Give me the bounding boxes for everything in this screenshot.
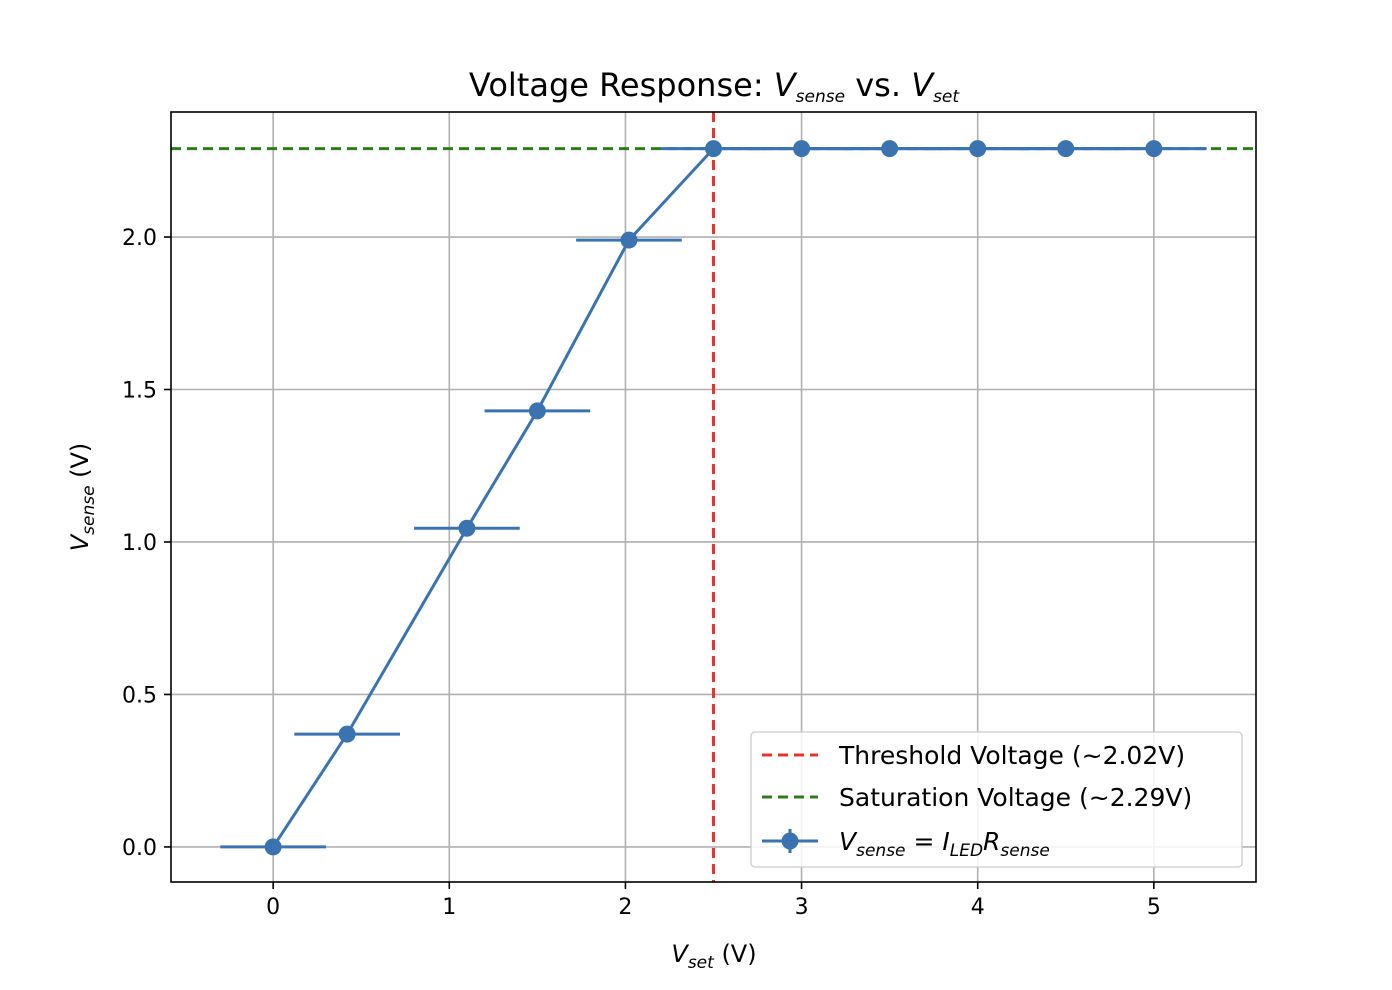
chart-title: Voltage Response: Vsense vs. Vset	[469, 66, 960, 107]
x-tick-label: 3	[795, 895, 809, 920]
x-tick-label: 1	[442, 895, 456, 920]
data-point	[705, 140, 722, 158]
legend-label-series: Vsense = ILEDRsense	[839, 827, 1050, 861]
y-tick-label: 0.0	[122, 836, 157, 861]
x-axis-ticks: 0 1 2 3 4 5	[266, 882, 1161, 920]
legend-swatch-series	[762, 829, 818, 853]
legend-label-saturation: Saturation Voltage (~2.29V)	[839, 783, 1192, 812]
data-point	[1145, 140, 1163, 158]
data-point	[881, 140, 899, 158]
x-tick-label: 5	[1147, 895, 1161, 920]
series	[220, 140, 1207, 856]
legend: Threshold Voltage (~2.02V) Saturation Vo…	[750, 731, 1243, 868]
data-point	[620, 231, 638, 249]
y-tick-label: 2.0	[122, 226, 157, 251]
y-tick-label: 1.5	[122, 379, 157, 404]
data-point	[458, 519, 476, 537]
y-tick-label: 1.0	[122, 531, 157, 556]
legend-box	[750, 731, 1243, 868]
data-point	[264, 838, 282, 856]
x-tick-label: 0	[266, 895, 280, 920]
x-tick-label: 4	[971, 895, 985, 920]
x-tick-label: 2	[618, 895, 632, 920]
x-axis-label: Vset (V)	[671, 940, 756, 973]
data-point	[969, 140, 987, 158]
data-point	[338, 725, 356, 743]
y-axis-ticks: 0.0 0.5 1.0 1.5 2.0	[122, 226, 171, 861]
y-axis-label: Vsense (V)	[66, 443, 99, 552]
y-tick-label: 0.5	[122, 683, 157, 708]
data-point	[528, 402, 546, 420]
data-point	[1057, 140, 1075, 158]
plot-area-frame	[170, 111, 1257, 883]
data-point	[793, 140, 811, 158]
legend-label-threshold: Threshold Voltage (~2.02V)	[838, 741, 1185, 770]
